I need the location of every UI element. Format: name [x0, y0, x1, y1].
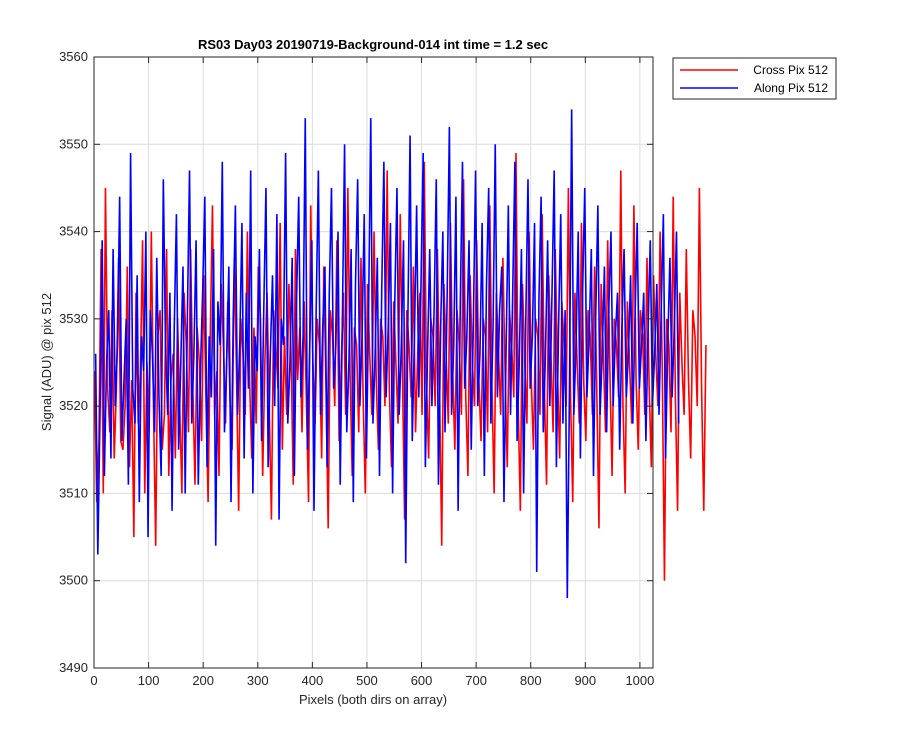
legend: Cross Pix 512 Along Pix 512	[672, 57, 837, 100]
axes: 0 100 200 300 400 500 600 700 800 900 1000 3490 3500…	[59, 49, 707, 688]
y-tick-label: 3490	[59, 660, 88, 675]
x-tick-label: 300	[247, 673, 269, 688]
x-tick-label: 500	[356, 673, 378, 688]
legend-box	[672, 57, 837, 100]
x-tick-label: 400	[302, 673, 324, 688]
x-tick-label: 700	[465, 673, 487, 688]
x-tick-label: 0	[90, 673, 97, 688]
y-tick-label: 3510	[59, 485, 88, 500]
y-tick-label: 3530	[59, 311, 88, 326]
x-tick-label: 1000	[625, 673, 654, 688]
y-tick-label: 3550	[59, 136, 88, 151]
y-axis-label: Signal (ADU) @ pix 512	[39, 293, 54, 431]
y-tick-label: 3540	[59, 224, 88, 239]
x-tick-label: 100	[138, 673, 160, 688]
legend-label-cross: Cross Pix 512	[753, 63, 828, 77]
x-tick-label: 900	[574, 673, 596, 688]
x-tick-label: 600	[411, 673, 433, 688]
series-line-1	[94, 109, 680, 599]
ticks: 0 100 200 300 400 500 600 700 800 900 1000 3490 3500…	[59, 49, 654, 688]
x-tick-label: 200	[192, 673, 214, 688]
y-tick-label: 3560	[59, 49, 88, 64]
series-layer	[93, 109, 707, 599]
y-tick-label: 3500	[59, 573, 88, 588]
series-line-0	[93, 153, 707, 581]
x-tick-label: 800	[520, 673, 542, 688]
y-tick-label: 3520	[59, 398, 88, 413]
plot-frame	[93, 56, 654, 669]
x-axis-label: Pixels (both dirs on array)	[299, 692, 447, 707]
legend-label-along: Along Pix 512	[754, 81, 828, 95]
chart-title: RS03 Day03 20190719-Background-014 int t…	[198, 37, 548, 52]
